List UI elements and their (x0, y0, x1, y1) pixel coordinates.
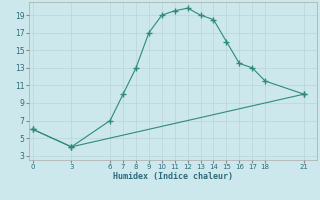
X-axis label: Humidex (Indice chaleur): Humidex (Indice chaleur) (113, 172, 233, 181)
